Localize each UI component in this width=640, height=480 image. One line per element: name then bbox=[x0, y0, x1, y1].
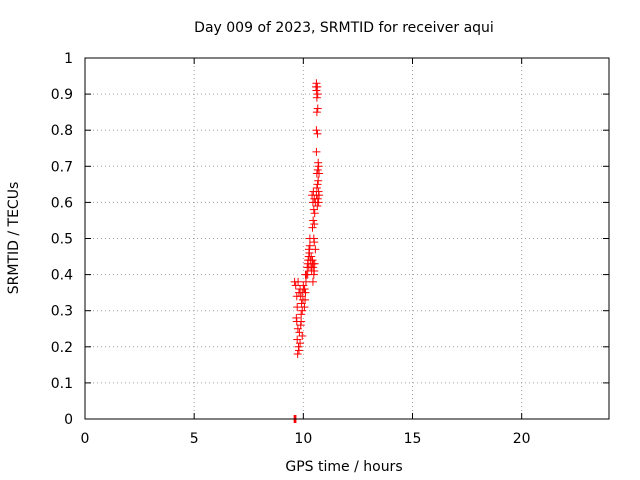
chart-title: Day 009 of 2023, SRMTID for receiver aqu… bbox=[194, 20, 494, 36]
x-tick-label: 0 bbox=[81, 431, 90, 447]
data-point bbox=[313, 104, 322, 113]
data-point bbox=[305, 234, 314, 243]
data-point bbox=[313, 90, 322, 99]
data-point bbox=[315, 169, 324, 178]
data-point bbox=[293, 350, 302, 359]
x-tick-label: 5 bbox=[190, 431, 199, 447]
y-tick-label: 0.6 bbox=[51, 195, 73, 211]
y-tick-label: 0.5 bbox=[51, 232, 73, 248]
data-point bbox=[308, 223, 317, 232]
data-point bbox=[297, 310, 306, 319]
data-point bbox=[309, 205, 318, 214]
data-point bbox=[296, 285, 305, 294]
y-tick-label: 0.9 bbox=[51, 87, 73, 103]
data-point bbox=[310, 266, 319, 275]
x-tick-label: 20 bbox=[513, 431, 531, 447]
data-point bbox=[314, 198, 323, 207]
data-point bbox=[293, 303, 302, 312]
y-tick-label: 0.3 bbox=[51, 304, 73, 320]
data-point bbox=[309, 216, 318, 225]
plot-frame bbox=[84, 57, 610, 420]
y-tick-label: 0.1 bbox=[51, 376, 73, 392]
data-point bbox=[315, 191, 324, 200]
data-point bbox=[312, 147, 321, 156]
x-tick-label: 15 bbox=[404, 431, 422, 447]
y-tick-label: 1 bbox=[64, 51, 73, 67]
x-tick-labels: 0 5 10 15 20 bbox=[81, 431, 531, 447]
data-point bbox=[312, 183, 321, 192]
data-point bbox=[307, 252, 316, 261]
x-tick-label: 10 bbox=[294, 431, 312, 447]
data-point bbox=[297, 317, 306, 326]
data-point bbox=[311, 82, 320, 91]
y-tick-label: 0 bbox=[64, 412, 73, 428]
data-point bbox=[294, 277, 303, 286]
data-point bbox=[314, 176, 323, 185]
data-point bbox=[314, 158, 323, 167]
data-points bbox=[290, 79, 324, 423]
data-point bbox=[312, 93, 321, 102]
y-tick-labels: 0 0.1 0.2 0.3 0.4 0.5 0.6 0.7 0.8 0.9 1 bbox=[51, 51, 73, 428]
data-point bbox=[310, 259, 319, 268]
data-point bbox=[301, 277, 310, 286]
data-point bbox=[300, 303, 309, 312]
y-tick-label: 0.8 bbox=[51, 123, 73, 139]
data-point bbox=[298, 331, 307, 340]
grid-lines bbox=[85, 58, 609, 419]
axis-ticks bbox=[84, 57, 609, 420]
data-point bbox=[313, 180, 322, 189]
x-axis-label: GPS time / hours bbox=[285, 459, 402, 475]
data-point bbox=[311, 245, 320, 254]
y-tick-label: 0.2 bbox=[51, 340, 73, 356]
data-point bbox=[313, 194, 322, 203]
data-point bbox=[304, 263, 313, 272]
data-point bbox=[310, 209, 319, 218]
data-point bbox=[308, 277, 317, 286]
data-point bbox=[294, 346, 303, 355]
data-point bbox=[312, 126, 321, 135]
y-tick-label: 0.4 bbox=[51, 268, 73, 284]
data-point bbox=[313, 129, 322, 138]
data-point bbox=[301, 270, 310, 279]
data-point bbox=[312, 108, 321, 117]
data-point bbox=[301, 295, 310, 304]
data-point bbox=[313, 202, 322, 211]
data-point bbox=[305, 241, 314, 250]
y-tick-label: 0.7 bbox=[51, 159, 73, 175]
data-point bbox=[310, 220, 319, 229]
data-point bbox=[313, 165, 322, 174]
y-axis-label: SRMTID / TECUs bbox=[6, 182, 22, 295]
data-point bbox=[294, 288, 303, 297]
data-point bbox=[296, 339, 305, 348]
